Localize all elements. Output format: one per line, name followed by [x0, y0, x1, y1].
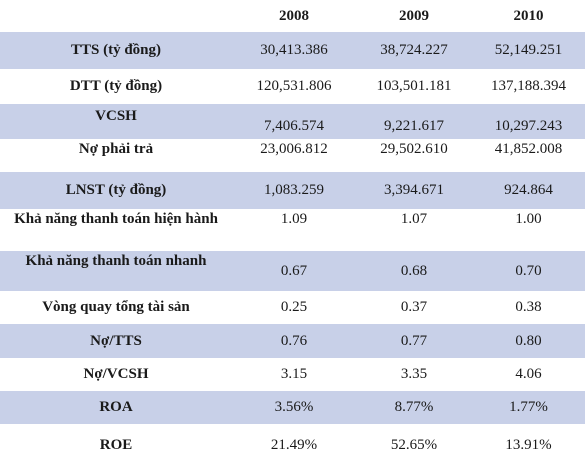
cell-value: 0.25	[232, 291, 356, 324]
table-row: DTT (tỷ đồng) 120,531.806 103,501.181 13…	[0, 69, 585, 104]
cell-value: 52,149.251	[472, 32, 585, 69]
cell-value: 0.37	[356, 291, 472, 324]
cell-value: 924.864	[472, 172, 585, 209]
table-row: ROE 21.49% 52.65% 13.91%	[0, 424, 585, 466]
cell-value: 41,852.008	[472, 139, 585, 172]
cell-value: 3.15	[232, 358, 356, 391]
cell-value: 1.09	[232, 209, 356, 251]
table-row: ROA 3.56% 8.77% 1.77%	[0, 391, 585, 424]
row-label-vcsh: VCSH	[0, 104, 232, 139]
table-row: Khả năng thanh toán nhanh 0.67 0.68 0.70	[0, 251, 585, 291]
cell-value: 9,221.617	[356, 104, 472, 139]
row-label-roe: ROE	[0, 424, 232, 466]
cell-value: 120,531.806	[232, 69, 356, 104]
row-label-debt-to-equity: Nợ/VCSH	[0, 358, 232, 391]
cell-value: 0.68	[356, 251, 472, 291]
cell-value: 3,394.671	[356, 172, 472, 209]
header-year-2010: 2010	[472, 0, 585, 32]
cell-value: 103,501.181	[356, 69, 472, 104]
row-label-asset-turnover: Vòng quay tổng tài sản	[0, 291, 232, 324]
row-label-current-ratio: Khả năng thanh toán hiện hành	[0, 209, 232, 251]
cell-value: 1.00	[472, 209, 585, 251]
row-label-roa: ROA	[0, 391, 232, 424]
table-row: Vòng quay tổng tài sản 0.25 0.37 0.38	[0, 291, 585, 324]
cell-value: 137,188.394	[472, 69, 585, 104]
table-row: Khả năng thanh toán hiện hành 1.09 1.07 …	[0, 209, 585, 251]
cell-value: 29,502.610	[356, 139, 472, 172]
cell-value: 0.38	[472, 291, 585, 324]
cell-value: 0.70	[472, 251, 585, 291]
row-label-no-phai-tra: Nợ phải trả	[0, 139, 232, 172]
cell-value: 23,006.812	[232, 139, 356, 172]
cell-value: 30,413.386	[232, 32, 356, 69]
row-label-lnst: LNST (tỷ đồng)	[0, 172, 232, 209]
cell-value: 13.91%	[472, 424, 585, 466]
cell-value: 0.67	[232, 251, 356, 291]
cell-value: 0.76	[232, 324, 356, 358]
header-label-cell	[0, 0, 232, 32]
table-row: Nợ/TTS 0.76 0.77 0.80	[0, 324, 585, 358]
row-label-quick-ratio: Khả năng thanh toán nhanh	[0, 251, 232, 291]
table-row: LNST (tỷ đồng) 1,083.259 3,394.671 924.8…	[0, 172, 585, 209]
cell-value: 8.77%	[356, 391, 472, 424]
row-label-debt-to-assets: Nợ/TTS	[0, 324, 232, 358]
row-label-tts: TTS (tỷ đồng)	[0, 32, 232, 69]
cell-value: 1.07	[356, 209, 472, 251]
cell-value: 1.77%	[472, 391, 585, 424]
table-row: Nợ/VCSH 3.15 3.35 4.06	[0, 358, 585, 391]
header-year-2009: 2009	[356, 0, 472, 32]
header-year-2008: 2008	[232, 0, 356, 32]
row-label-dtt: DTT (tỷ đồng)	[0, 69, 232, 104]
cell-value: 52.65%	[356, 424, 472, 466]
header-row: 2008 2009 2010	[0, 0, 585, 32]
cell-value: 3.35	[356, 358, 472, 391]
table-row: VCSH 7,406.574 9,221.617 10,297.243	[0, 104, 585, 139]
cell-value: 38,724.227	[356, 32, 472, 69]
cell-value: 0.80	[472, 324, 585, 358]
table-row: Nợ phải trả 23,006.812 29,502.610 41,852…	[0, 139, 585, 172]
cell-value: 7,406.574	[232, 104, 356, 139]
cell-value: 0.77	[356, 324, 472, 358]
cell-value: 1,083.259	[232, 172, 356, 209]
cell-value: 3.56%	[232, 391, 356, 424]
cell-value: 21.49%	[232, 424, 356, 466]
cell-value: 4.06	[472, 358, 585, 391]
cell-value: 10,297.243	[472, 104, 585, 139]
table-row: TTS (tỷ đồng) 30,413.386 38,724.227 52,1…	[0, 32, 585, 69]
